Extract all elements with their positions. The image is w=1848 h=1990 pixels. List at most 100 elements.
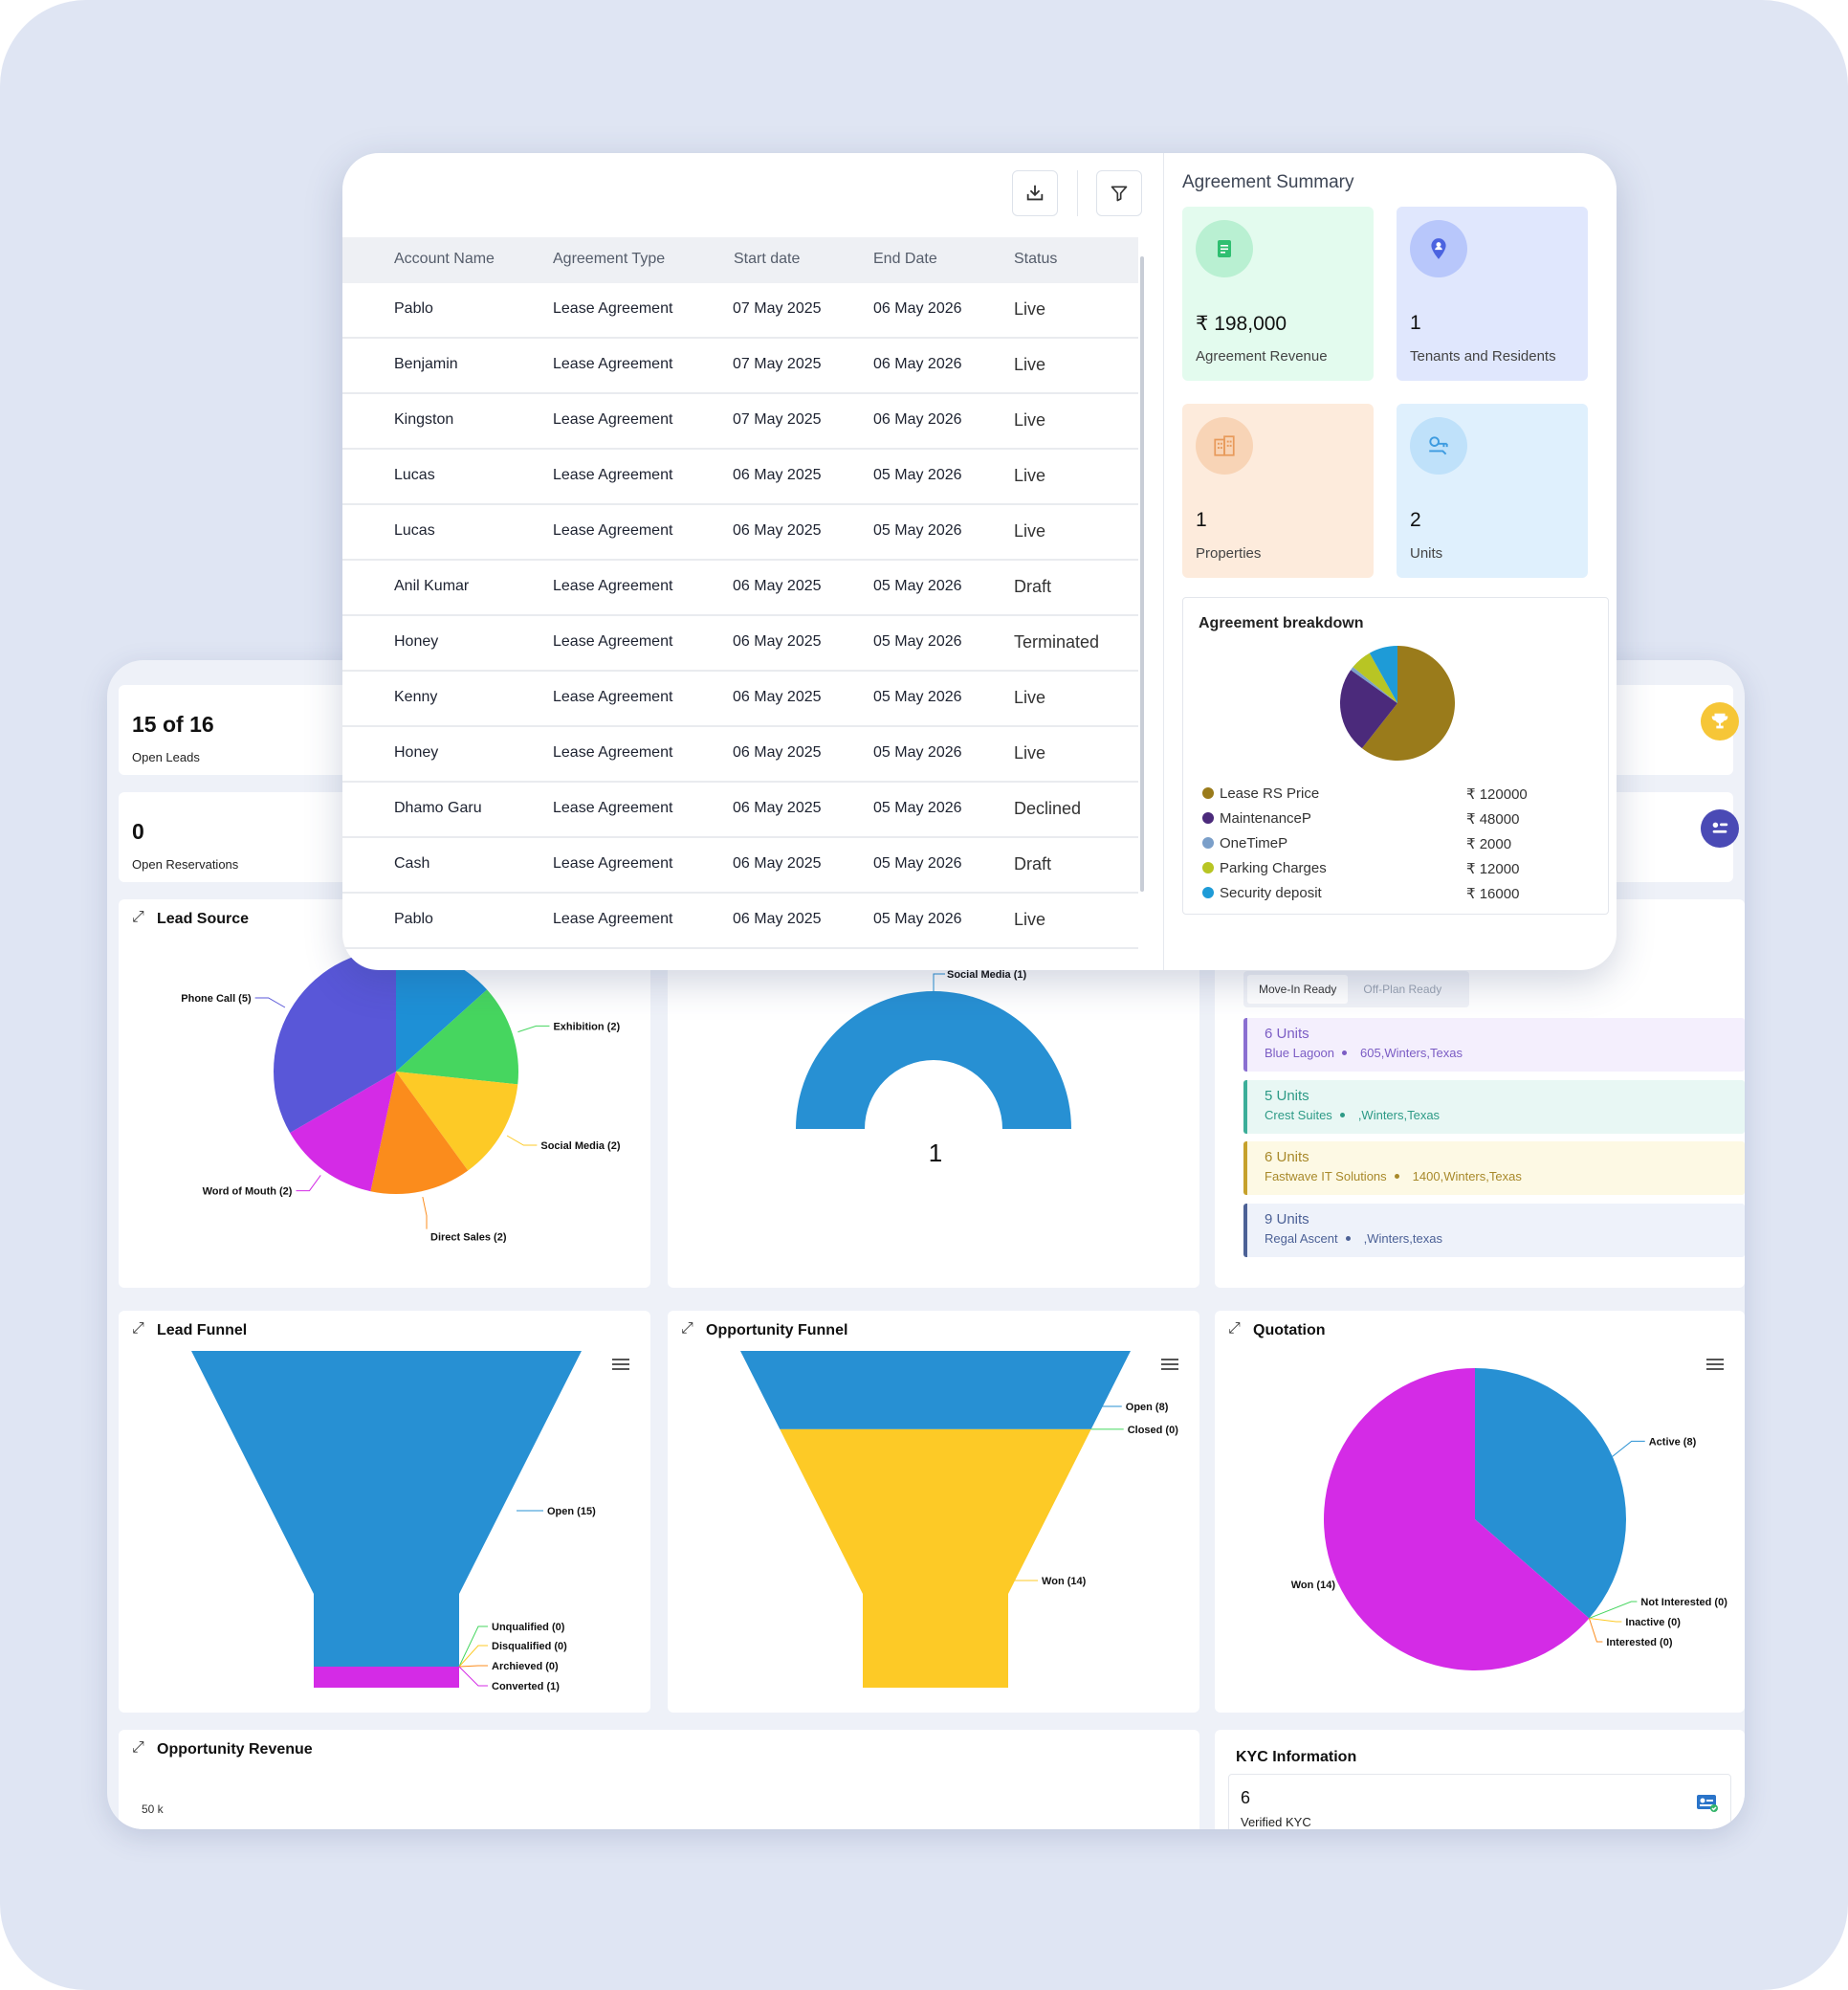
col-agreement-type[interactable]: Agreement Type [553,251,666,267]
lead-source-chart: Exhibition (2) Social Media (2) Direct Sal… [181,949,621,1244]
property-address: 1400,Winters,Texas [1412,1169,1522,1183]
cell-start-date: 06 May 2025 [733,467,822,483]
units-card[interactable]: 2 Units [1397,404,1588,578]
quotation-slice[interactable] [1475,1368,1626,1619]
funnel-label: Open (15) [547,1506,596,1517]
property-item[interactable]: 9 Units Regal Ascent ,Winters,texas [1243,1204,1745,1257]
table-row[interactable]: Pablo Lease Agreement 06 May 2025 05 May 20… [342,894,1138,949]
cell-status: Live [1014,743,1046,763]
lead-source-slice[interactable] [396,989,518,1085]
gauge-arc[interactable] [796,991,1071,1129]
cell-status: Live [1014,521,1046,541]
cell-account-name: Dhamo Garu [394,800,482,816]
funnel-segment[interactable] [740,1351,1131,1429]
lead-source-slice[interactable] [396,949,488,1072]
summary-label: Agreement Revenue [1196,348,1328,365]
property-details: Fastwave IT Solutions 1400,Winters,Texas [1265,1169,1745,1183]
breakdown-slice[interactable] [1361,646,1455,761]
chart-menu-icon[interactable] [1706,1359,1724,1370]
property-address: 605,Winters,Texas [1360,1046,1463,1060]
cell-agreement-type: Lease Agreement [553,744,673,761]
cell-status: Live [1014,410,1046,430]
cell-account-name: Anil Kumar [394,578,470,594]
table-row[interactable]: Pablo Lease Agreement 07 May 2025 06 May 20… [342,283,1138,339]
table-row[interactable]: Dhamo Garu Lease Agreement 06 May 2025 05 M… [342,783,1138,838]
cell-end-date: 05 May 2026 [873,911,962,927]
expand-icon[interactable]: ⤢ [681,1320,693,1337]
tab-move-in-ready[interactable]: Move-In Ready [1247,975,1349,1004]
col-end-date[interactable]: End Date [873,251,937,267]
table-row[interactable]: Kingston Lease Agreement 07 May 2025 06 May… [342,394,1138,450]
lead-source-slice[interactable] [370,1072,469,1194]
breakdown-slice[interactable] [1353,652,1397,703]
building-icon [1196,417,1253,475]
legend-value: ₹ 16000 [1466,886,1520,902]
funnel-segment[interactable] [191,1351,582,1667]
table-row[interactable]: Kenny Lease Agreement 06 May 2025 05 May 20… [342,672,1138,727]
cell-agreement-type: Lease Agreement [553,911,673,927]
key-icon [1410,417,1467,475]
funnel-segment[interactable] [314,1667,459,1688]
col-status[interactable]: Status [1014,251,1058,267]
lead-source-slice[interactable] [396,1072,518,1171]
filter-button[interactable] [1096,170,1142,216]
expand-icon[interactable]: ⤢ [132,909,144,925]
verified-kyc-value: 6 [1241,1788,1251,1807]
funnel-label: Converted (1) [492,1681,560,1692]
expand-icon[interactable]: ⤢ [132,1739,144,1756]
table-row[interactable]: Cash Lease Agreement 06 May 2025 05 May 202… [342,838,1138,894]
property-name: Crest Suites [1265,1108,1332,1122]
properties-card[interactable]: 1 Properties [1182,404,1374,578]
cell-start-date: 06 May 2025 [733,800,822,816]
lead-source-slice[interactable] [290,1072,396,1192]
summary-value: 1 [1410,312,1421,334]
chart-menu-icon[interactable] [1161,1359,1178,1370]
col-account-name[interactable]: Account Name [394,251,495,267]
breakdown-slice[interactable] [1340,670,1397,749]
cell-status: Terminated [1014,632,1100,652]
tab-off-plan-ready[interactable]: Off-Plan Ready [1363,983,1442,996]
cell-end-date: 05 May 2026 [873,467,962,483]
cell-account-name: Pablo [394,300,433,317]
verified-kyc-card[interactable]: 6 Verified KYC [1228,1774,1731,1829]
leader-line [458,1625,488,1668]
property-item[interactable]: 5 Units Crest Suites ,Winters,Texas [1243,1080,1745,1134]
lead-source-slice[interactable] [274,949,396,1133]
cell-start-date: 06 May 2025 [733,689,822,705]
opportunity-funnel-title: Opportunity Funnel [706,1322,848,1338]
quotation-label: Not Interested (0) [1640,1597,1727,1608]
chart-menu-icon[interactable] [612,1359,629,1370]
summary-label: Properties [1196,545,1262,562]
quotation-slice[interactable] [1324,1368,1590,1670]
legend-label: MaintenanceP [1220,810,1311,827]
panel-divider [1163,153,1164,970]
download-button[interactable] [1012,170,1058,216]
leader-line [458,1666,488,1687]
legend-item: MaintenanceP [1202,810,1311,827]
cell-agreement-type: Lease Agreement [553,411,673,428]
expand-icon[interactable]: ⤢ [132,1320,144,1337]
table-row[interactable]: Lucas Lease Agreement 06 May 2025 05 May 20… [342,505,1138,561]
funnel-segment[interactable] [780,1428,1091,1688]
funnel-label: Closed (0) [1128,1425,1179,1436]
col-start-date[interactable]: Start date [734,251,801,267]
breakdown-slice[interactable] [1351,667,1397,703]
tenants-card[interactable]: 1 Tenants and Residents [1397,207,1588,381]
table-row[interactable]: Honey Lease Agreement 06 May 2025 05 May 20… [342,727,1138,783]
quotation-panel: ⤢ Quotation Active (8) Not Interested (0)… [1215,1311,1745,1713]
property-item[interactable]: 6 Units Fastwave IT Solutions 1400,Winters… [1243,1141,1745,1195]
property-item[interactable]: 6 Units Blue Lagoon 605,Winters,Texas [1243,1018,1745,1072]
cell-end-date: 05 May 2026 [873,744,962,761]
cell-agreement-type: Lease Agreement [553,689,673,705]
table-row[interactable]: Anil Kumar Lease Agreement 06 May 2025 05 M… [342,561,1138,616]
breakdown-slice[interactable] [1369,646,1397,703]
expand-icon[interactable]: ⤢ [1228,1320,1241,1337]
cell-end-date: 05 May 2026 [873,633,962,650]
source-gauge-chart: Social Media (1) 1 [796,969,1071,1167]
table-row[interactable]: Lucas Lease Agreement 06 May 2025 05 May 20… [342,450,1138,505]
quotation-label: Inactive (0) [1625,1617,1681,1628]
table-scrollbar[interactable] [1140,256,1144,892]
agreement-revenue-card[interactable]: ₹ 198,000 Agreement Revenue [1182,207,1374,381]
table-row[interactable]: Benjamin Lease Agreement 07 May 2025 06 May… [342,339,1138,394]
table-row[interactable]: Honey Lease Agreement 06 May 2025 05 May 20… [342,616,1138,672]
